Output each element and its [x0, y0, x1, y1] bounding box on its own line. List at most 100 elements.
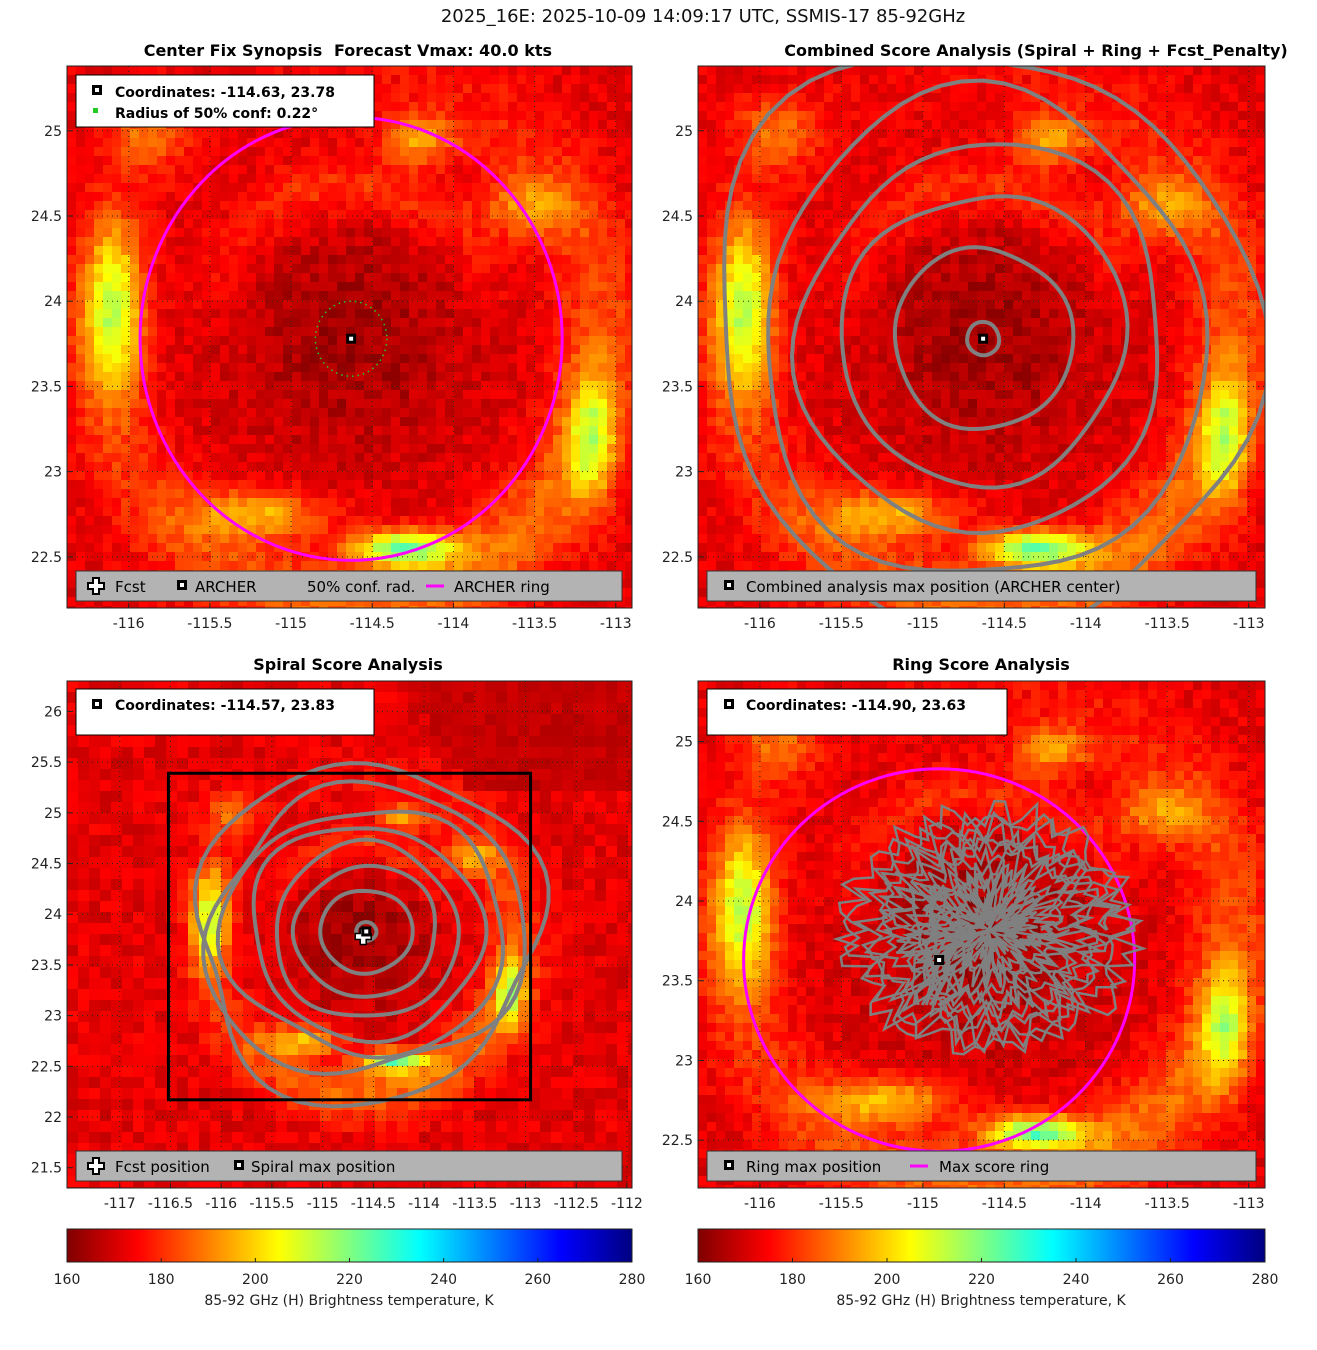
heatmap-cell [580, 381, 590, 391]
heatmap-cell [950, 174, 960, 184]
heatmap-cell [1166, 84, 1176, 94]
heatmap-cell [950, 138, 960, 148]
heatmap-cell [1256, 183, 1265, 193]
heatmap-cell [535, 210, 545, 220]
heatmap-cell [1157, 138, 1167, 148]
heatmap-cell [616, 507, 626, 517]
heatmap-cell [616, 120, 626, 130]
heatmap-cell [328, 597, 338, 607]
heatmap-cell [1148, 66, 1158, 76]
heatmap-cell [364, 471, 374, 481]
heatmap-cell [499, 543, 509, 553]
heatmap-cell [869, 156, 879, 166]
heatmap-cell [1247, 120, 1257, 130]
heatmap-cell [283, 192, 293, 202]
heatmap-cell [409, 282, 419, 292]
heatmap-cell [445, 336, 455, 346]
heatmap-cell [193, 498, 203, 508]
heatmap-cell [238, 354, 248, 364]
heatmap-cell [346, 138, 356, 148]
heatmap-cell [274, 534, 284, 544]
heatmap-cell [1247, 84, 1257, 94]
heatmap-cell [319, 156, 329, 166]
heatmap-cell [544, 300, 554, 310]
heatmap-cell [761, 66, 771, 76]
heatmap-cell [229, 480, 239, 490]
heatmap-cell [707, 174, 717, 184]
heatmap-cell [220, 309, 230, 319]
heatmap-cell [445, 408, 455, 418]
heatmap-cell [535, 372, 545, 382]
heatmap-cell [995, 174, 1005, 184]
heatmap-cell [1004, 156, 1014, 166]
heatmap-cell [409, 264, 419, 274]
heatmap-cell [328, 291, 338, 301]
heatmap-cell [445, 417, 455, 427]
heatmap-cell [382, 543, 392, 553]
heatmap-cell [301, 480, 311, 490]
heatmap-cell [247, 543, 257, 553]
heatmap-cell [76, 138, 86, 148]
heatmap-cell [103, 408, 113, 418]
heatmap-cell [716, 183, 726, 193]
heatmap-cell [499, 318, 509, 328]
heatmap-cell [346, 435, 356, 445]
heatmap-cell [472, 183, 482, 193]
heatmap-cell [1058, 129, 1068, 139]
heatmap-cell [292, 399, 302, 409]
heatmap-cell [986, 156, 996, 166]
heatmap-cell [1094, 192, 1104, 202]
heatmap-cell [112, 264, 122, 274]
heatmap-cell [184, 372, 194, 382]
heatmap-cell [157, 507, 167, 517]
heatmap-cell [589, 525, 599, 535]
heatmap-cell [607, 435, 617, 445]
heatmap-cell [616, 552, 626, 562]
heatmap-cell [481, 84, 491, 94]
heatmap-cell [400, 138, 410, 148]
heatmap-cell [616, 543, 626, 553]
heatmap-cell [725, 111, 735, 121]
heatmap-cell [698, 84, 708, 94]
heatmap-cell [914, 75, 924, 85]
heatmap-cell [562, 354, 572, 364]
heatmap-cell [1157, 201, 1167, 211]
heatmap-cell [490, 111, 500, 121]
heatmap-cell [148, 372, 158, 382]
heatmap-cell [76, 399, 86, 409]
heatmap-cell [265, 444, 275, 454]
heatmap-cell [535, 93, 545, 103]
heatmap-cell [103, 597, 113, 607]
heatmap-cell [1094, 111, 1104, 121]
heatmap-cell [481, 543, 491, 553]
heatmap-cell [571, 336, 581, 346]
heatmap-cell [211, 426, 221, 436]
heatmap-cell [607, 237, 617, 247]
heatmap-cell [94, 426, 104, 436]
heatmap-cell [571, 471, 581, 481]
heatmap-cell [517, 444, 527, 454]
heatmap-cell [553, 228, 563, 238]
heatmap-cell [788, 93, 798, 103]
heatmap-cell [580, 156, 590, 166]
heatmap-cell [427, 183, 437, 193]
heatmap-cell [121, 255, 131, 265]
heatmap-cell [184, 462, 194, 472]
heatmap-cell [607, 246, 617, 256]
heatmap-cell [589, 165, 599, 175]
heatmap-cell [1148, 210, 1158, 220]
heatmap-cell [85, 489, 95, 499]
heatmap-cell [454, 444, 464, 454]
heatmap-cell [698, 192, 708, 202]
heatmap-cell [301, 426, 311, 436]
heatmap-cell [508, 201, 518, 211]
heatmap-cell [238, 435, 248, 445]
heatmap-cell [1013, 75, 1023, 85]
heatmap-cell [950, 165, 960, 175]
heatmap-cell [409, 174, 419, 184]
heatmap-cell [490, 507, 500, 517]
heatmap-cell [400, 408, 410, 418]
heatmap-cell [571, 246, 581, 256]
heatmap-cell [463, 183, 473, 193]
heatmap-cell [400, 561, 410, 571]
